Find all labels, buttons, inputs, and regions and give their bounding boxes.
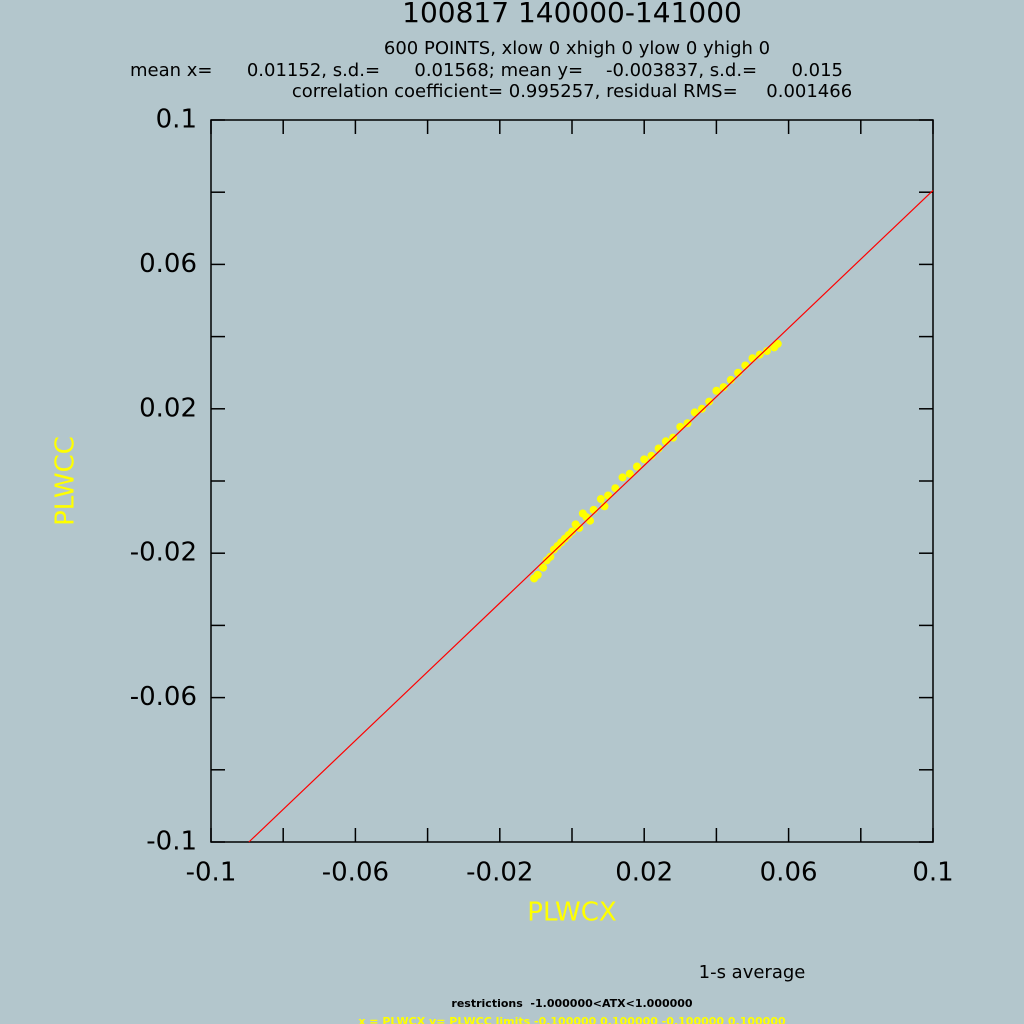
subtitle: mean x= 0.01152, s.d.= 0.01568; mean y= … [130, 60, 843, 81]
y-tick-label: -0.1 [146, 827, 197, 857]
plot-frame [210, 119, 934, 843]
point [618, 473, 627, 482]
point [604, 491, 613, 500]
fit-line [248, 189, 934, 843]
point [697, 404, 706, 413]
point [647, 451, 656, 460]
x-tick-label: -0.1 [186, 858, 237, 888]
point [586, 516, 595, 525]
point [773, 339, 782, 348]
point [676, 422, 685, 431]
point [596, 495, 605, 504]
subtitle: 600 POINTS, xlow 0 xhigh 0 ylow 0 yhigh … [384, 38, 770, 59]
point [712, 386, 721, 395]
x-tick-label: 0.06 [760, 858, 818, 888]
y-tick-label: -0.02 [130, 538, 197, 568]
x-tick-label: -0.02 [466, 858, 533, 888]
point [625, 469, 634, 478]
footer-restrictions: restrictions -1.000000<ATX<1.000000 [451, 997, 693, 1010]
point [705, 397, 714, 406]
y-tick-label: 0.06 [139, 249, 197, 279]
x-tick-label: -0.06 [322, 858, 389, 888]
point [589, 505, 598, 514]
point [600, 502, 609, 511]
footer-limits: x = PLWCX y= PLWCC limits -0.100000 0.10… [358, 1015, 786, 1024]
y-tick-label: -0.06 [130, 682, 197, 712]
point [611, 484, 620, 493]
y-tick-label: 0.02 [139, 393, 197, 423]
point [568, 527, 576, 536]
point [726, 375, 735, 384]
chart-title: 100817 140000-141000 [402, 0, 742, 29]
point [632, 462, 641, 471]
y-axis-label: PLWCC [51, 436, 81, 526]
x-axis-label: PLWCX [527, 898, 616, 928]
point [546, 552, 555, 561]
x-tick-label: 0.1 [912, 858, 953, 888]
point [719, 383, 728, 392]
point [762, 347, 771, 356]
x-tick-label: 0.02 [615, 858, 673, 888]
point [748, 354, 757, 363]
point [690, 408, 699, 417]
y-tick-label: 0.1 [156, 105, 197, 135]
point [640, 455, 649, 464]
point [683, 419, 692, 428]
point [533, 570, 542, 579]
point [539, 563, 548, 572]
point [741, 361, 750, 370]
footer-note: 1-s average [699, 962, 806, 983]
subtitle: correlation coefficient= 0.995257, resid… [292, 81, 852, 102]
